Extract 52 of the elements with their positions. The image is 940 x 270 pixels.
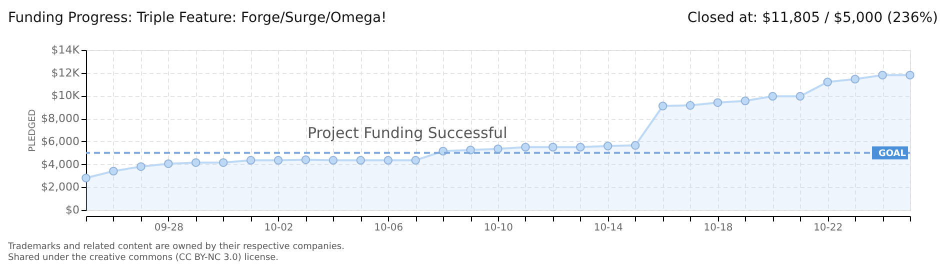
y-tick-label: $6,000 xyxy=(41,134,80,148)
point xyxy=(796,92,805,101)
point xyxy=(878,70,887,80)
point xyxy=(164,159,173,168)
annotation: Project Funding Successful xyxy=(307,124,508,142)
y-axis-title: PLEDGED xyxy=(28,109,38,152)
y-tick-label: $12K xyxy=(51,66,80,80)
point xyxy=(411,156,420,165)
point xyxy=(274,156,283,165)
x-tick-label: 10-22 xyxy=(814,222,843,234)
x-tick-label: 10-18 xyxy=(704,222,733,234)
text: Trademarks and related content are owned by their respective companies. xyxy=(7,242,344,252)
point xyxy=(548,142,558,152)
point xyxy=(356,156,366,165)
point xyxy=(658,102,668,110)
point xyxy=(136,162,146,171)
point xyxy=(384,156,393,165)
y-tick-label: $0 xyxy=(66,204,80,216)
point xyxy=(191,158,200,167)
point xyxy=(466,146,475,154)
chart-title: Funding Progress: Triple Feature: Forge/Surge/Omega! xyxy=(8,10,387,26)
x-tick-label: 10-02 xyxy=(264,222,294,234)
point xyxy=(246,156,256,165)
point xyxy=(218,158,228,167)
x-tick-label: 10-14 xyxy=(594,222,623,234)
point xyxy=(850,74,860,84)
point xyxy=(906,70,914,80)
x-tick-label: 09-28 xyxy=(154,222,184,234)
point xyxy=(686,101,695,110)
point xyxy=(768,92,778,101)
point xyxy=(713,98,722,107)
point xyxy=(521,142,530,152)
text: Shared under the creative commons (CC BY-NC 3.0) license. xyxy=(8,253,279,263)
point xyxy=(328,156,338,165)
y-tick-label: $2,000 xyxy=(41,180,80,194)
point xyxy=(82,174,90,182)
y-tick-label: $8,000 xyxy=(41,112,80,126)
point xyxy=(494,144,502,154)
x-tick-label: 10-06 xyxy=(374,222,404,234)
chart-subtitle: Closed at: $11,805 / $5,000 (236%) xyxy=(687,10,938,26)
point xyxy=(823,78,832,86)
y-tick-label: $10K xyxy=(51,89,80,102)
point xyxy=(630,141,640,150)
point xyxy=(301,155,310,164)
point xyxy=(109,166,118,176)
y-tick-label: $4,000 xyxy=(41,158,80,171)
point xyxy=(603,142,612,150)
point xyxy=(740,96,750,106)
point xyxy=(576,142,585,152)
x-tick-label: 10-10 xyxy=(484,222,514,234)
y-tick-label: $14K xyxy=(51,44,80,56)
ref-line-label: GOAL xyxy=(878,148,906,159)
